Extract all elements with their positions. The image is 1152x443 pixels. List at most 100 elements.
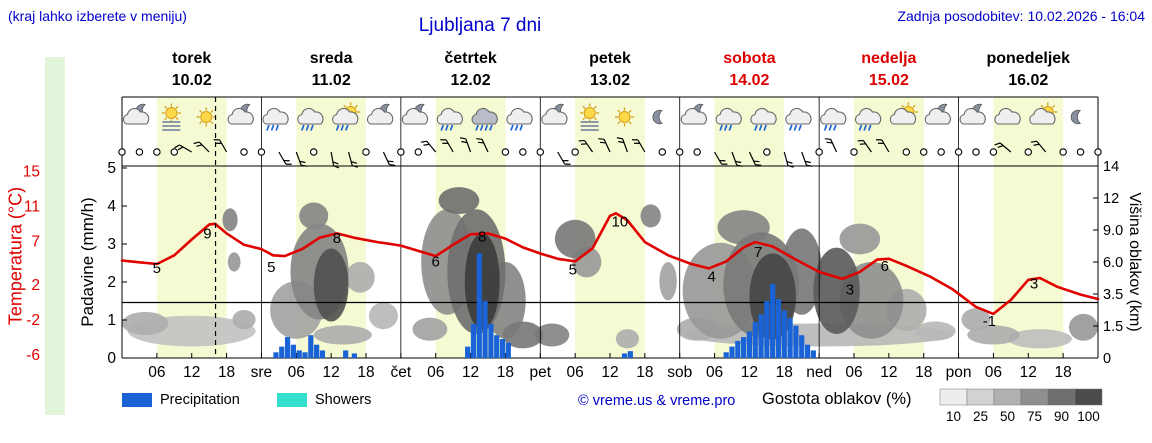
wind-barb-icon [801,151,813,167]
day-name: nedelja [861,50,916,67]
x-tick-label: 06 [985,364,1002,381]
cloud-scale-value: 25 [973,409,988,424]
cloud-scale-value: 10 [946,409,961,424]
cloud-blob [813,247,860,334]
wind-barb-icon [824,138,838,153]
precip-axis-title: Padavine (mm/h) [78,197,97,327]
cloud-density-swatch [966,388,995,406]
wind-barb-icon [330,151,340,169]
temp-value-label: 6 [432,254,440,271]
day-date: 12.02 [451,72,491,89]
credit-link[interactable]: © vreme.us & vreme.pro [578,393,736,409]
wind-barb-icon [278,151,292,165]
cloud-blob [502,321,544,349]
precip-bar [494,335,500,358]
weather-icon-moon-cloud [401,103,429,125]
temperature-line [120,212,1100,316]
location-hint: (kraj lahko izberete v meniju) [8,8,187,24]
x-tick-label: 18 [776,364,793,381]
wind-calm-icon [309,148,318,156]
weather-icon-cloud-rain [715,107,742,131]
daylight-band [993,97,1064,358]
cloud-blob [659,262,677,301]
cloud-density-swatch [939,388,968,406]
temp-tick: -6 [26,347,40,364]
x-tick-label: 12 [323,364,340,381]
day-date: 14.02 [729,72,769,89]
day-date: 10.02 [172,72,212,89]
wind-barb-icon [876,139,890,153]
precip-bar [735,340,741,358]
last-update-text: Zadnja posodobitev: 10.02.2026 - 16:04 [897,8,1145,24]
cloud-blob [227,252,241,272]
x-tick-label: čet [391,364,412,381]
cloud-blob [232,310,256,330]
x-tick-label: 18 [915,364,932,381]
weather-icon-cloud-rain [750,107,777,131]
wind-barb-icon [994,142,1012,153]
wind-calm-icon [815,148,823,156]
temp-tick: 7 [31,233,40,250]
wind-calm-icon [257,148,266,156]
wind-barb-icon [459,137,472,153]
cloud-scale-value: 90 [1054,409,1069,424]
cloud-blob [313,248,349,322]
weather-icon-moon [1070,109,1082,125]
cloud-blob [299,202,329,230]
precip-tick: 1 [107,312,116,329]
cloud-blob [438,187,480,214]
cloud-blob [640,204,661,228]
temp-value-label: 5 [267,259,275,276]
precip-bar [787,318,793,358]
wind-calm-icon [902,148,911,156]
wind-barb-icon [783,151,794,168]
weather-icon-moon-cloud [924,103,951,125]
cloud-tick: 1.5 [1103,319,1123,335]
wind-barb-icon [295,151,307,167]
x-tick-label: 12 [462,364,479,381]
legend-showers: Showers [277,392,371,408]
cloud-blob [222,208,238,232]
weather-icon-moon-cloud [541,103,568,125]
precip-tick: 0 [107,350,116,367]
cloud-blob [1068,313,1098,341]
cloud-blob [122,311,169,335]
precip-bar [499,339,506,358]
wind-calm-icon [414,148,423,156]
temp-value-label: 7 [754,244,762,261]
precip-bar [752,321,758,358]
cloud-blob [313,325,372,345]
precip-tick: 5 [107,160,116,177]
weather-icon-cloud-rain [506,107,533,131]
precip-bar [343,350,349,358]
weather-icon-sun-haze [161,103,181,131]
weather-icon-sun [615,107,635,127]
precip-bar [314,344,320,358]
day-date: 13.02 [590,72,630,89]
wind-calm-icon [1076,148,1085,156]
page-title: Ljubljana 7 dni [418,15,542,36]
weather-icon-cloud-rain [436,107,463,131]
cloud-axis-title: Višina oblakov (km) [1126,192,1143,332]
temp-value-label: 9 [203,226,211,243]
precip-bar [746,331,753,358]
wind-barb-icon [347,151,358,168]
cloud-blob [615,329,640,349]
legend-precipitation: Precipitation [122,392,240,408]
temp-value-label: 5 [153,260,161,277]
precip-bar [505,342,511,358]
wind-calm-icon [397,148,405,156]
weather-icon-sun-cloud-rain [332,102,361,131]
wind-barb-icon [857,139,872,153]
precip-tick: 2 [107,274,116,291]
wind-calm-icon [937,148,945,156]
precip-bar [770,283,776,358]
wind-calm-icon [170,148,179,156]
wind-calm-icon [658,148,667,156]
weather-icon-moon [652,109,663,125]
temp-value-label: -1 [983,313,996,330]
day-date: 11.02 [312,72,351,89]
temperature-axis-title: Temperatura (°C) [5,186,26,326]
